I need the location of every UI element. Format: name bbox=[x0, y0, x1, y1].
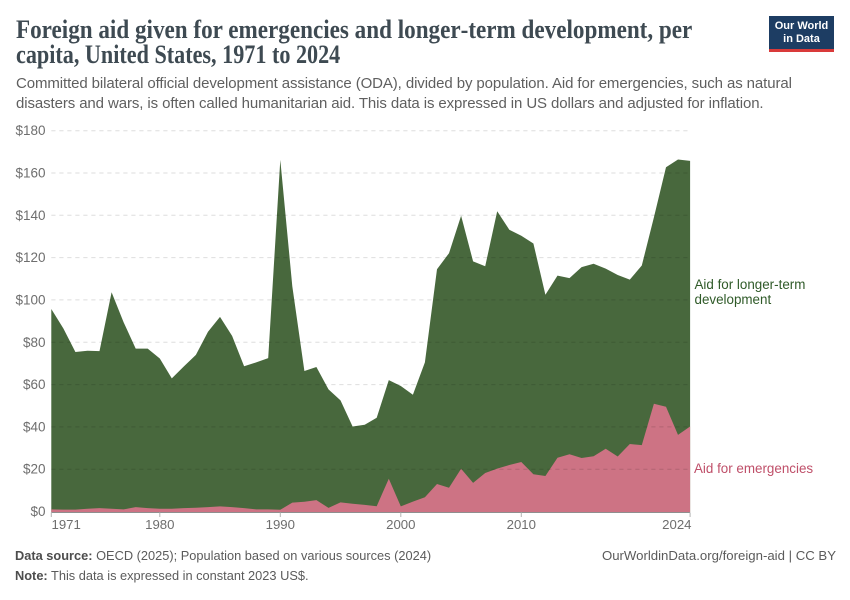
svg-text:Aid for longer-term: Aid for longer-term bbox=[695, 277, 806, 292]
svg-text:1980: 1980 bbox=[145, 517, 174, 532]
svg-text:$100: $100 bbox=[15, 292, 45, 307]
svg-text:$140: $140 bbox=[15, 208, 45, 223]
svg-text:$160: $160 bbox=[15, 166, 45, 181]
svg-text:2010: 2010 bbox=[507, 517, 536, 532]
svg-text:$20: $20 bbox=[23, 462, 46, 477]
svg-text:$40: $40 bbox=[23, 419, 46, 434]
svg-text:$120: $120 bbox=[15, 250, 45, 265]
svg-text:Aid for emergencies: Aid for emergencies bbox=[694, 461, 813, 476]
svg-text:$0: $0 bbox=[30, 504, 45, 519]
svg-text:$60: $60 bbox=[23, 377, 46, 392]
svg-text:$80: $80 bbox=[23, 335, 46, 350]
svg-text:development: development bbox=[695, 292, 772, 307]
svg-text:2024: 2024 bbox=[662, 517, 691, 532]
svg-text:2000: 2000 bbox=[386, 517, 415, 532]
svg-text:1990: 1990 bbox=[266, 517, 295, 532]
svg-text:1971: 1971 bbox=[52, 517, 81, 532]
svg-text:$180: $180 bbox=[15, 123, 45, 138]
